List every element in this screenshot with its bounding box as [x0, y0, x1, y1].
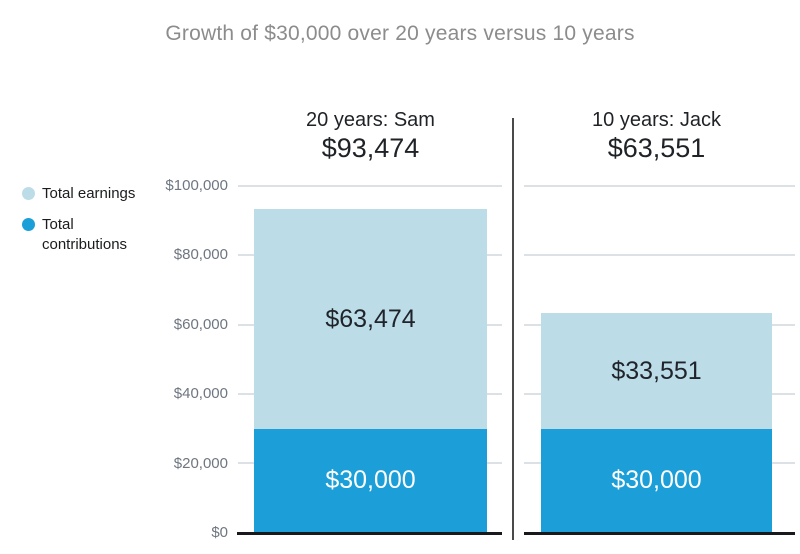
gridline — [524, 254, 795, 256]
legend-label-earnings: Total earnings — [42, 185, 136, 202]
bar-label-contributions-jack: $30,000 — [611, 466, 702, 494]
column-header-jack: 10 years: Jack $63,551 — [541, 108, 772, 163]
column-total-jack: $63,551 — [607, 133, 706, 163]
legend: Total earnings Total contributions — [22, 184, 162, 266]
y-axis-tick-80000: $80,000 — [173, 246, 228, 263]
bar-label-earnings-sam: $63,474 — [325, 304, 416, 333]
bar-segment-earnings-sam: $63,474 — [254, 209, 487, 429]
column-label-sam: 20 years: Sam — [306, 109, 435, 131]
x-axis-baseline-right — [524, 532, 795, 535]
legend-item-contributions: Total contributions — [22, 215, 162, 255]
bar-segment-contributions-jack: $30,000 — [541, 429, 772, 532]
column-divider — [512, 118, 514, 540]
column-label-jack: 10 years: Jack — [592, 109, 721, 131]
gridline — [238, 185, 502, 187]
earnings-swatch-icon — [22, 187, 35, 200]
y-axis-tick-20000: $20,000 — [173, 455, 228, 472]
chart-title: Growth of $30,000 over 20 years versus 1… — [165, 22, 635, 45]
column-header-sam: 20 years: Sam $93,474 — [254, 108, 487, 163]
bar-label-earnings-jack: $33,551 — [611, 356, 702, 385]
y-axis-tick-100000: $100,000 — [165, 177, 228, 194]
legend-item-earnings: Total earnings — [22, 184, 162, 204]
bar-segment-contributions-sam: $30,000 — [254, 429, 487, 532]
y-axis-tick-60000: $60,000 — [173, 316, 228, 333]
bar-label-contributions-sam: $30,000 — [325, 466, 416, 494]
y-axis-tick-0: $0 — [211, 524, 228, 541]
bar-segment-earnings-jack: $33,551 — [541, 313, 772, 429]
gridline — [524, 185, 795, 187]
column-total-sam: $93,474 — [321, 133, 420, 163]
x-axis-baseline-left — [237, 532, 502, 535]
contributions-swatch-icon — [22, 218, 35, 231]
legend-label-contributions: Total contributions — [42, 216, 128, 253]
y-axis-tick-40000: $40,000 — [173, 385, 228, 402]
